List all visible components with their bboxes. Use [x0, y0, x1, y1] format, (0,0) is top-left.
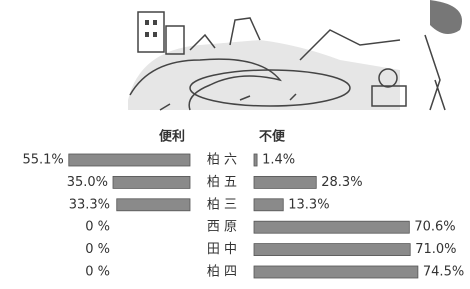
value-label: 74.5%: [423, 265, 464, 280]
category-label: 田 中: [207, 242, 237, 257]
value-label: 0 %: [85, 265, 110, 280]
bar: [254, 154, 257, 166]
bar: [254, 266, 418, 278]
value-label: 33.3%: [69, 197, 110, 212]
bar: [113, 176, 190, 188]
bar: [254, 199, 283, 211]
illustration: [128, 0, 462, 110]
bar: [117, 199, 190, 211]
category-label: 柏 六: [207, 153, 237, 168]
bar: [69, 154, 190, 166]
value-label: 35.0%: [67, 175, 108, 190]
legend-label: 便利: [159, 129, 185, 145]
category-label: 西 原: [207, 220, 237, 235]
value-label: 71.0%: [415, 242, 456, 257]
value-label: 0 %: [85, 242, 110, 257]
category-label: 柏 五: [207, 175, 237, 190]
legend-label: 不便: [259, 129, 286, 145]
category-label: 柏 三: [207, 197, 237, 212]
chart: 便利 不便柏 六 55.1% 1.4% 柏 五 35.0% 28.3% 柏 三 33.3% 13.…: [0, 0, 470, 289]
value-label: 55.1%: [22, 153, 63, 168]
bar: [254, 176, 316, 188]
value-label: 28.3%: [321, 175, 362, 190]
bar: [254, 221, 409, 233]
value-label: 13.3%: [288, 197, 329, 212]
bar: [254, 244, 410, 256]
value-label: 70.6%: [414, 220, 455, 235]
category-label: 柏 四: [207, 265, 237, 280]
value-label: 0 %: [85, 220, 110, 235]
value-label: 1.4%: [262, 153, 295, 168]
